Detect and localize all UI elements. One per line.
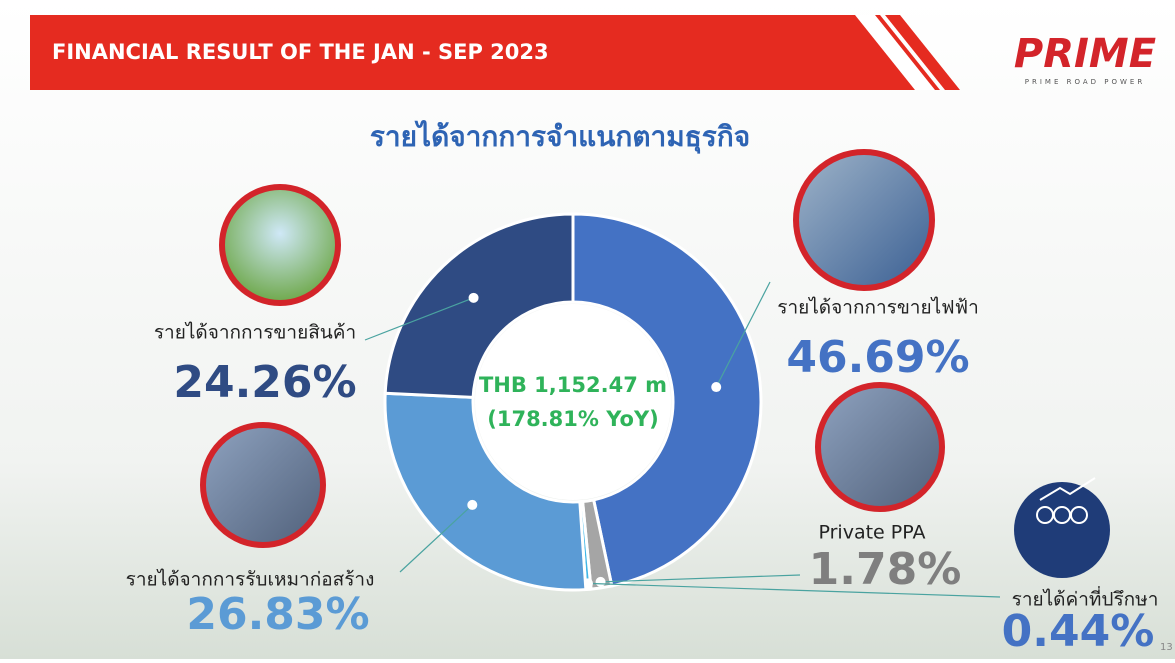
category-label: Private PPA <box>819 522 926 544</box>
photo <box>203 425 323 545</box>
photo <box>796 152 932 288</box>
page: FINANCIAL RESULT OF THE JAN - SEP 2023 P… <box>0 0 1175 659</box>
center-text: (178.81% YoY) <box>487 407 659 431</box>
photo <box>222 187 338 303</box>
value-label: 24.26% <box>173 357 356 408</box>
category-label: รายได้จากการรับเหมาก่อสร้าง <box>126 569 375 591</box>
category-label: รายได้จากการขายสินค้า <box>154 322 356 344</box>
value-label: 1.78% <box>809 544 962 595</box>
leader-dot <box>596 577 606 587</box>
header-title: FINANCIAL RESULT OF THE JAN - SEP 2023 <box>52 40 549 64</box>
leader-dot <box>467 500 477 510</box>
chart-title: รายได้จากการจำแนกตามธุรกิจ <box>370 120 750 154</box>
logo-tagline: PRIME ROAD POWER <box>1025 78 1145 86</box>
center-text: THB 1,152.47 m <box>479 373 667 397</box>
logo: PRIME <box>1014 31 1156 77</box>
page-number: 13 <box>1160 642 1173 653</box>
leader-dot <box>711 382 721 392</box>
photo <box>818 385 942 509</box>
value-label: 0.44% <box>1002 606 1155 657</box>
value-label: 46.69% <box>786 332 969 383</box>
value-label: 26.83% <box>186 589 369 640</box>
leader-dot <box>469 293 479 303</box>
category-label: รายได้จากการขายไฟฟ้า <box>777 297 979 319</box>
donut-hole <box>475 304 671 500</box>
slide: FINANCIAL RESULT OF THE JAN - SEP 2023 P… <box>0 0 1175 659</box>
